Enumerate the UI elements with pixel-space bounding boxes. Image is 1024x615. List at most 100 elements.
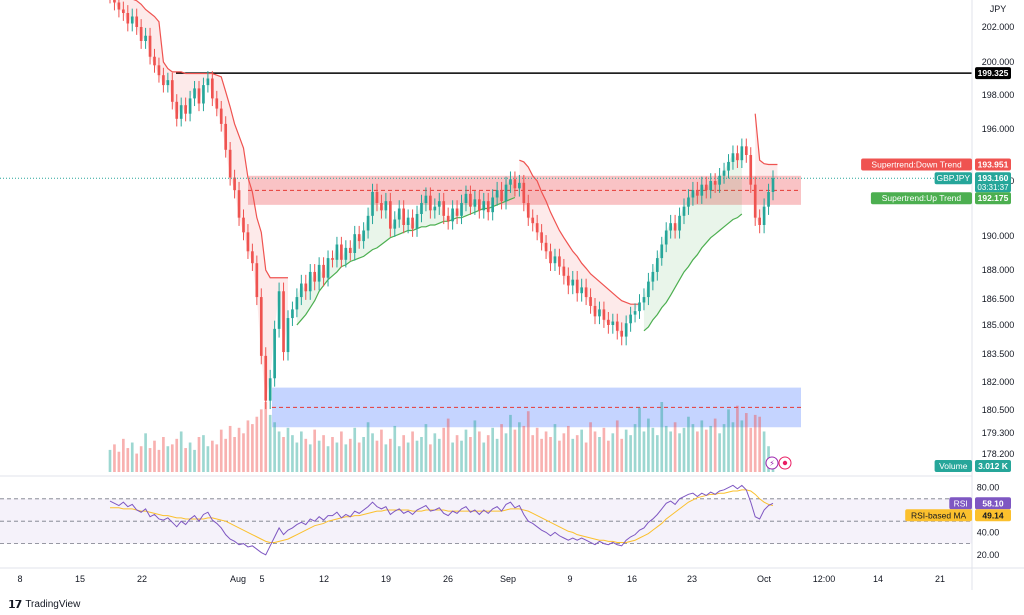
- candle: [731, 145, 735, 170]
- supertrend-up-line[interactable]: [296, 196, 516, 326]
- candle: [736, 145, 739, 168]
- candle-body: [170, 80, 174, 102]
- time-tick-label: Sep: [500, 574, 516, 584]
- candle-body: [251, 251, 254, 264]
- candle: [704, 176, 708, 199]
- candle: [687, 189, 690, 215]
- volume-bar: [727, 409, 730, 472]
- candle-body: [393, 219, 397, 229]
- candle: [607, 312, 610, 334]
- candle: [135, 8, 139, 35]
- candle: [162, 67, 165, 93]
- candle: [602, 301, 606, 328]
- candle-body: [277, 291, 281, 329]
- candle-body: [482, 201, 486, 211]
- volume-bar: [322, 435, 325, 472]
- candle-body: [504, 184, 508, 202]
- candle-body: [202, 85, 205, 104]
- candle: [277, 282, 281, 338]
- rsi-axis[interactable]: 80.00 40.00 20.00: [977, 483, 1000, 560]
- volume-bar: [139, 446, 143, 472]
- volume-bar: [446, 418, 450, 472]
- candle-body: [264, 355, 268, 401]
- candle: [535, 214, 539, 241]
- candle-body: [700, 184, 704, 196]
- candle: [326, 250, 330, 287]
- candle-body: [411, 217, 414, 229]
- volume-bar: [736, 405, 739, 472]
- candle-body: [580, 287, 583, 294]
- countdown-label: 03:31:37: [977, 183, 1009, 192]
- candle-body: [598, 309, 601, 317]
- candle: [344, 240, 348, 268]
- candle: [598, 301, 601, 325]
- candle: [268, 369, 272, 410]
- candle-body: [304, 283, 308, 292]
- support-zone[interactable]: [272, 387, 801, 428]
- candle-body: [179, 105, 183, 119]
- candle: [402, 200, 406, 234]
- candle-body: [206, 78, 210, 86]
- candle: [317, 257, 321, 291]
- tradingview-logo[interactable]: 𝟭𝟳 TradingView: [8, 598, 80, 611]
- volume-bar: [655, 435, 659, 472]
- time-tick-label: Oct: [757, 574, 772, 584]
- candle-body: [219, 108, 223, 124]
- candle: [366, 207, 370, 239]
- price-tick-label: 183.500: [982, 349, 1015, 359]
- candle-body: [380, 203, 383, 211]
- candle-body: [455, 208, 459, 216]
- st-up-name-label: Supertrend:Up Trend: [882, 193, 962, 203]
- supertrend-down-line-2[interactable]: [519, 159, 640, 305]
- candle: [170, 72, 174, 110]
- volume-bar: [126, 448, 130, 472]
- candle-body: [433, 206, 437, 211]
- candle-body: [282, 291, 285, 353]
- supertrend-down-line-3[interactable]: [754, 113, 778, 166]
- candle: [482, 192, 486, 219]
- candle-body: [544, 242, 548, 252]
- candle-body: [144, 35, 147, 41]
- time-axis[interactable]: 8 15 22 Aug 5 12 19 26 Sep 9 16 23 Oct 12:00 14 21: [17, 574, 945, 584]
- volume-bar: [607, 440, 610, 472]
- candle: [384, 192, 388, 219]
- candle-body: [255, 263, 259, 298]
- volume-bar: [357, 442, 361, 472]
- last-price-bg: [975, 172, 1011, 193]
- volume-bar: [344, 444, 348, 472]
- candle-body: [233, 177, 236, 191]
- candle-body: [126, 13, 130, 24]
- candle: [197, 80, 201, 112]
- volume-bar: [638, 407, 641, 472]
- hline-price-label-bg: [975, 67, 1011, 80]
- candle-body: [620, 330, 624, 337]
- volume-bar: [268, 414, 272, 472]
- price-axis[interactable]: JPY 202.000200.000198.000196.000193.0001…: [982, 4, 1015, 459]
- candle: [157, 57, 161, 83]
- volume-bar: [108, 449, 112, 472]
- price-pane[interactable]: [0, 0, 972, 472]
- candle: [335, 236, 339, 268]
- indicator-icons[interactable]: ⚡: [765, 456, 792, 470]
- candle-body: [696, 190, 699, 196]
- volume-bar: [509, 414, 512, 472]
- rsi-pane[interactable]: [0, 484, 972, 556]
- volume-bar: [722, 424, 726, 472]
- candle: [322, 257, 325, 287]
- candle: [696, 181, 699, 204]
- volume-bar: [366, 422, 370, 472]
- lightning-icon[interactable]: [765, 456, 779, 470]
- volume-bar: [228, 425, 232, 472]
- volume-bar: [380, 429, 383, 472]
- volume-bar: [678, 433, 681, 472]
- rsi-line[interactable]: [109, 484, 774, 556]
- volume-bar: [669, 431, 672, 472]
- volume-bar: [709, 425, 713, 472]
- candle: [611, 313, 615, 334]
- candle: [233, 169, 236, 199]
- volume-bar: [589, 422, 592, 472]
- time-tick-label: 26: [443, 574, 453, 584]
- supertrend-down-line[interactable]: [110, 0, 288, 279]
- supertrend-up-line-2[interactable]: [643, 213, 743, 332]
